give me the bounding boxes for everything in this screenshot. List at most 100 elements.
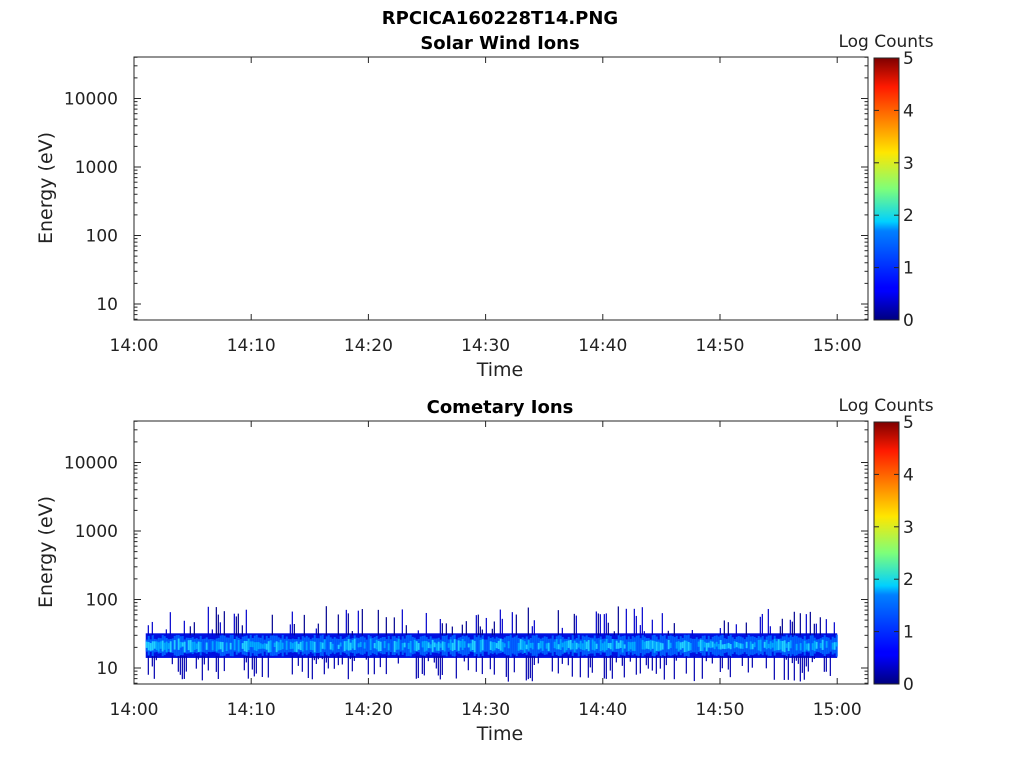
band-cell bbox=[451, 642, 454, 652]
band-cell bbox=[569, 639, 572, 650]
band-spike bbox=[811, 655, 813, 663]
colorbar-tick-label: 3 bbox=[903, 518, 914, 538]
band-spike bbox=[675, 655, 677, 661]
band-spike bbox=[441, 623, 443, 636]
band-spike bbox=[493, 655, 495, 675]
band-cell bbox=[585, 641, 588, 650]
band-cell bbox=[615, 640, 618, 649]
band-cell bbox=[447, 643, 450, 648]
band-cell bbox=[751, 643, 754, 650]
ion-band-cometary bbox=[145, 606, 838, 682]
band-spike bbox=[723, 620, 725, 636]
band-cell bbox=[489, 641, 492, 650]
band-spike bbox=[823, 655, 825, 672]
band-cell bbox=[307, 637, 310, 654]
band-spike bbox=[357, 610, 359, 636]
band-spike bbox=[491, 628, 493, 636]
y-tick-label: 1000 bbox=[75, 158, 118, 178]
band-cell bbox=[573, 640, 576, 653]
band-spike bbox=[573, 613, 575, 636]
band-cell bbox=[631, 641, 634, 651]
band-cell bbox=[389, 639, 392, 653]
band-cell bbox=[719, 639, 722, 650]
band-cell bbox=[277, 642, 280, 651]
band-spike bbox=[591, 655, 593, 673]
band-cell bbox=[219, 641, 222, 650]
band-spike bbox=[349, 655, 351, 660]
band-spike bbox=[475, 615, 477, 636]
band-spike bbox=[587, 655, 589, 678]
band-spike bbox=[765, 655, 767, 669]
band-spike bbox=[203, 655, 205, 665]
panel-title-cometary: Cometary Ions bbox=[427, 397, 574, 418]
x-tick-label: 14:00 bbox=[110, 700, 159, 720]
band-cell bbox=[425, 641, 428, 651]
band-spike bbox=[511, 612, 513, 636]
band-spike bbox=[377, 609, 379, 636]
band-spike bbox=[317, 623, 319, 636]
band-cell bbox=[743, 639, 746, 653]
band-spike bbox=[531, 626, 533, 636]
band-spike bbox=[445, 623, 447, 636]
band-spike bbox=[325, 655, 327, 663]
band-cell bbox=[811, 643, 814, 650]
band-cell bbox=[249, 641, 252, 648]
band-cell bbox=[509, 634, 512, 657]
band-spike bbox=[605, 613, 607, 636]
band-cell bbox=[707, 642, 710, 648]
band-spike bbox=[813, 623, 815, 636]
y-tick-label: 10000 bbox=[64, 454, 118, 474]
band-cell bbox=[263, 643, 266, 649]
band-cell bbox=[711, 641, 714, 648]
band-spike bbox=[185, 655, 187, 672]
band-cell bbox=[543, 636, 546, 655]
band-cell bbox=[805, 643, 808, 650]
band-cell bbox=[803, 640, 806, 652]
band-cell bbox=[689, 643, 692, 651]
band-cell bbox=[285, 640, 288, 650]
band-spike bbox=[183, 620, 185, 636]
band-spike bbox=[605, 655, 607, 679]
band-cell bbox=[269, 640, 272, 653]
band-spike bbox=[607, 622, 609, 636]
band-cell bbox=[383, 641, 386, 649]
band-spike bbox=[615, 655, 617, 663]
band-spike bbox=[385, 655, 387, 675]
band-spike bbox=[397, 655, 399, 664]
band-spike bbox=[829, 655, 831, 676]
band-spike bbox=[251, 655, 253, 670]
band-spike bbox=[367, 655, 369, 675]
band-spike bbox=[809, 611, 811, 636]
band-cell bbox=[753, 642, 756, 648]
band-spike bbox=[589, 655, 591, 668]
colorbar-tick-label: 2 bbox=[903, 206, 914, 226]
band-spike bbox=[233, 613, 235, 636]
band-cell bbox=[159, 641, 162, 649]
band-cell bbox=[453, 639, 456, 651]
band-spike bbox=[767, 608, 769, 636]
band-spike bbox=[327, 655, 329, 669]
band-spike bbox=[337, 655, 339, 666]
band-cell bbox=[379, 641, 382, 652]
band-cell bbox=[483, 639, 486, 652]
band-cell bbox=[625, 639, 628, 652]
band-cell bbox=[193, 641, 196, 650]
band-cell bbox=[349, 642, 352, 651]
band-spike bbox=[481, 655, 483, 675]
band-spike bbox=[337, 614, 339, 636]
band-cell bbox=[745, 641, 748, 649]
band-spike bbox=[291, 655, 293, 675]
band-spike bbox=[293, 624, 295, 636]
band-spike bbox=[647, 655, 649, 669]
band-cell bbox=[385, 639, 388, 653]
x-tick-label: 14:00 bbox=[110, 336, 159, 356]
band-spike bbox=[451, 626, 453, 636]
band-cell bbox=[267, 641, 270, 653]
band-spike bbox=[385, 617, 387, 636]
band-spike bbox=[193, 622, 195, 636]
band-spike bbox=[321, 655, 323, 660]
band-cell bbox=[281, 642, 284, 650]
band-spike bbox=[439, 655, 441, 680]
band-spike bbox=[301, 655, 303, 672]
